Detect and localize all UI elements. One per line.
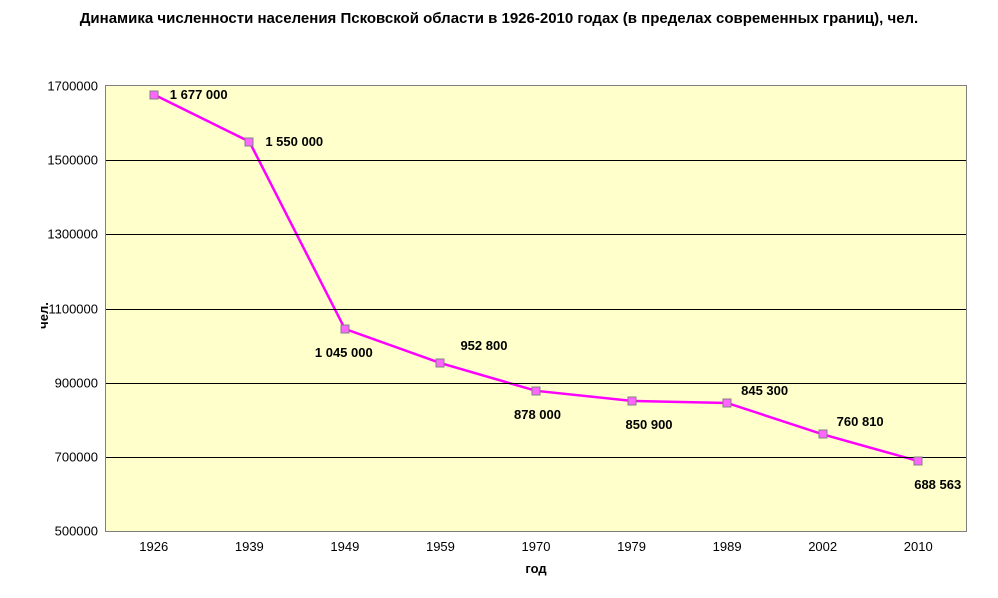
y-axis-title: чел.: [36, 302, 51, 329]
grid-line: [106, 234, 966, 235]
data-marker: [627, 396, 636, 405]
y-tick-label: 1500000: [47, 153, 98, 168]
x-tick-label: 2002: [808, 539, 837, 554]
data-marker: [436, 359, 445, 368]
x-tick-label: 2010: [904, 539, 933, 554]
x-tick-label: 1979: [617, 539, 646, 554]
data-marker: [340, 324, 349, 333]
x-tick-label: 1926: [139, 539, 168, 554]
y-tick-label: 1300000: [47, 227, 98, 242]
data-marker: [245, 137, 254, 146]
x-tick-label: 1939: [235, 539, 264, 554]
data-label: 1 677 000: [170, 87, 228, 102]
y-tick-label: 1100000: [48, 301, 98, 316]
data-marker: [723, 398, 732, 407]
x-axis-title: год: [525, 561, 546, 576]
x-tick-label: 1989: [713, 539, 742, 554]
data-label: 1 045 000: [315, 345, 373, 360]
grid-line: [106, 457, 966, 458]
data-label: 760 810: [837, 414, 884, 429]
grid-line: [106, 309, 966, 310]
y-tick-label: 900000: [55, 375, 98, 390]
chart-container: Динамика численности населения Псковской…: [0, 0, 998, 598]
data-label: 688 563: [914, 477, 961, 492]
chart-title: Динамика численности населения Псковской…: [0, 10, 998, 27]
y-tick-label: 1700000: [47, 79, 98, 94]
y-tick-label: 500000: [55, 524, 98, 539]
x-tick-label: 1959: [426, 539, 455, 554]
plot-area: 5000007000009000001100000130000015000001…: [105, 85, 967, 532]
data-label: 878 000: [514, 407, 561, 422]
x-tick-label: 1970: [522, 539, 551, 554]
y-tick-label: 700000: [55, 449, 98, 464]
data-label: 850 900: [626, 417, 673, 432]
data-marker: [532, 386, 541, 395]
data-marker: [149, 90, 158, 99]
data-marker: [818, 430, 827, 439]
grid-line: [106, 160, 966, 161]
data-marker: [914, 457, 923, 466]
data-label: 952 800: [460, 338, 507, 353]
grid-line: [106, 383, 966, 384]
data-label: 845 300: [741, 383, 788, 398]
data-label: 1 550 000: [265, 134, 323, 149]
x-tick-label: 1949: [330, 539, 359, 554]
